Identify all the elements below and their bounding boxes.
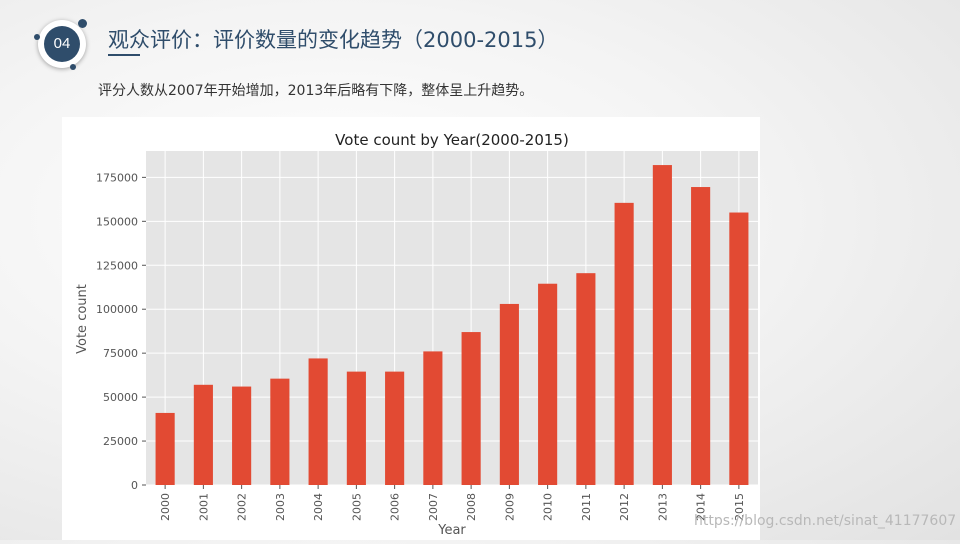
badge-dot-bottom [70, 64, 76, 70]
chart-title: Vote count by Year(2000-2015) [335, 131, 569, 149]
bar-2005 [346, 371, 366, 485]
title-underline [108, 54, 140, 56]
bar-2003 [270, 378, 290, 485]
bar-2011 [576, 273, 596, 485]
page-subtitle: 评分人数从2007年开始增加，2013年后略有下降，整体呈上升趋势。 [98, 83, 534, 99]
bar-2013 [652, 165, 672, 485]
bar-2012 [614, 202, 634, 485]
x-tick-label: 2013 [656, 493, 669, 521]
x-tick-label: 2011 [580, 493, 593, 521]
bar-2008 [461, 332, 481, 485]
watermark-url: https://blog.csdn.net/sinat_41177607 [694, 513, 957, 529]
chart-panel: 0 25000 50000 75000 100000 125000 150000 175000… [62, 117, 760, 540]
badge-number: 04 [44, 26, 80, 62]
y-tick-label: 0 [131, 479, 138, 492]
x-tick-label: 2007 [427, 493, 440, 521]
x-tick-label: 2012 [618, 493, 631, 521]
x-axis-label: Year [437, 523, 466, 538]
x-tick-label: 2006 [389, 493, 402, 521]
bar-2000 [155, 412, 175, 485]
x-tick-label: 2009 [503, 493, 516, 521]
badge-dot-left [34, 34, 40, 40]
bar-2004 [308, 358, 328, 485]
x-tick-label: 2003 [274, 493, 287, 521]
x-tick-label: 2010 [542, 493, 555, 521]
y-tick-label: 175000 [96, 171, 138, 184]
y-tick-label: 25000 [103, 435, 138, 448]
section-number-badge: 04 [34, 19, 87, 70]
bar-2014 [691, 187, 711, 485]
bar-2010 [538, 283, 558, 485]
y-tick-label: 75000 [103, 347, 138, 360]
x-tick-label: 2005 [350, 493, 363, 521]
y-tick-label: 100000 [96, 303, 138, 316]
page-title: 观众评价：评价数量的变化趋势（2000-2015） [108, 28, 559, 52]
x-tick-label: 2004 [312, 493, 325, 521]
x-tick-label: 2000 [159, 493, 172, 521]
bars [155, 165, 749, 485]
bar-2002 [232, 386, 252, 485]
x-tick-label: 2015 [733, 493, 746, 521]
bar-chart: 0 25000 50000 75000 100000 125000 150000 175000… [75, 131, 758, 538]
x-tick-label: 2002 [236, 493, 249, 521]
x-tick-label: 2014 [695, 493, 708, 521]
y-tick-label: 150000 [96, 215, 138, 228]
bar-2006 [385, 371, 405, 485]
bar-2009 [499, 303, 519, 485]
bar-2001 [193, 384, 213, 485]
x-tick-label: 2008 [465, 493, 478, 521]
y-tick-label: 50000 [103, 391, 138, 404]
badge-dot-top [78, 19, 87, 28]
y-axis-label: Vote count [75, 284, 90, 354]
x-tick-label: 2001 [197, 493, 210, 521]
bar-2007 [423, 351, 443, 485]
y-ticks: 0 25000 50000 75000 100000 125000 150000 175000 [96, 171, 146, 492]
y-tick-label: 125000 [96, 259, 138, 272]
bar-2015 [729, 212, 749, 485]
x-ticks: 2000 2001 2002 2003 2004 2005 2006 2007 2008 2009… [159, 485, 746, 521]
